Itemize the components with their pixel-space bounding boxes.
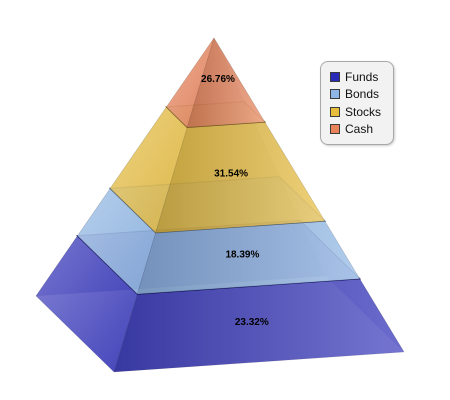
legend-swatch-bonds: [330, 89, 340, 100]
legend: Funds Bonds Stocks Cash: [320, 61, 394, 145]
segment-label-funds: 23.32%: [235, 317, 269, 328]
legend-swatch-cash: [330, 124, 340, 135]
legend-item-bonds: Bonds: [330, 86, 393, 104]
segment-cash-front-face: [186, 37, 266, 128]
segment-label-stocks: 31.54%: [214, 168, 248, 179]
legend-item-funds: Funds: [330, 68, 393, 86]
legend-item-cash: Cash: [330, 121, 393, 139]
legend-swatch-stocks: [330, 106, 340, 117]
segment-label-bonds: 18.39%: [225, 249, 259, 260]
legend-label-bonds: Bonds: [345, 87, 380, 102]
legend-item-stocks: Stocks: [330, 103, 393, 121]
legend-label-stocks: Stocks: [345, 104, 382, 119]
legend-label-cash: Cash: [345, 122, 374, 137]
segment-label-cash: 26.76%: [201, 74, 235, 85]
legend-label-funds: Funds: [345, 69, 379, 84]
legend-swatch-funds: [330, 71, 340, 82]
